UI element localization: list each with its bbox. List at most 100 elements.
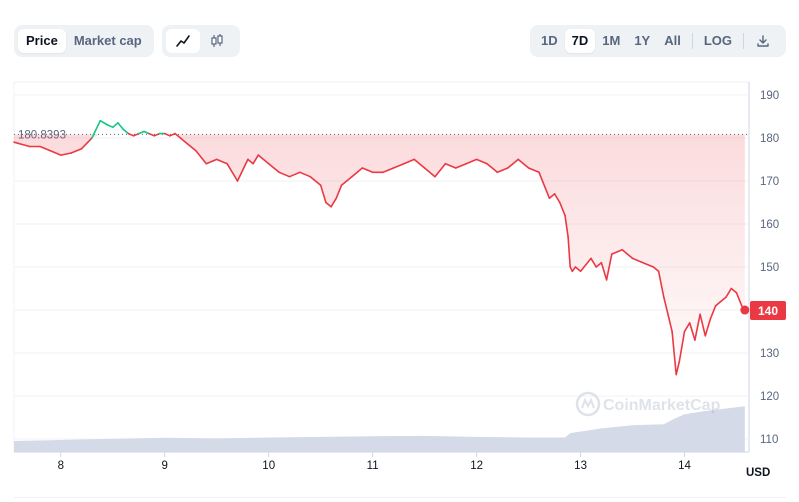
download-icon[interactable] [748, 29, 778, 53]
price-line-segment [91, 119, 102, 139]
chart-style-toggle [162, 25, 240, 57]
price-line-segment [590, 257, 598, 268]
x-tick-label: 14 [678, 460, 691, 472]
line-chart-icon[interactable] [166, 29, 200, 53]
price-line-segment [506, 162, 514, 169]
y-tick-label: 170 [760, 176, 779, 188]
price-line-segment [486, 162, 499, 174]
watermark: CoinMarketCap [575, 391, 721, 417]
price-line-segment [735, 291, 743, 307]
price-line-segment [184, 141, 197, 152]
divider [691, 33, 693, 49]
price-line-segment [215, 158, 228, 165]
price-line-segment [226, 162, 239, 182]
price-line-segment [423, 167, 436, 178]
y-tick-label: 180 [760, 133, 779, 145]
price-line-segment [122, 128, 130, 135]
price-line-segment [564, 214, 569, 238]
watermark-logo-mark [581, 397, 595, 409]
range-all[interactable]: All [664, 33, 681, 48]
price-tab[interactable]: Price [18, 29, 66, 53]
price-line-segment [454, 162, 468, 169]
price-line-segment [138, 130, 145, 135]
price-line-segment [195, 150, 208, 165]
price-line-segment [236, 158, 249, 182]
price-line-segment [163, 132, 171, 137]
range-1m[interactable]: 1M [602, 33, 621, 48]
price-line-segment [683, 322, 691, 333]
current-price-label: 140 [758, 304, 778, 318]
price-line-segment [678, 330, 686, 363]
market-cap-tab[interactable]: Market cap [73, 33, 142, 48]
price-line-segment [403, 158, 416, 165]
currency-label: USD [746, 467, 770, 479]
price-line-segment [571, 266, 577, 273]
price-line-segment [444, 162, 457, 169]
price-line-segment [392, 162, 405, 169]
price-line-segment [59, 152, 72, 156]
price-line-segment [465, 158, 478, 165]
current-price-badge: 140 [750, 301, 786, 321]
range-1y[interactable]: 1Y [634, 33, 651, 48]
price-line-segment [325, 201, 332, 208]
price-line-segment [106, 124, 114, 128]
x-tick-label: 9 [162, 460, 168, 472]
price-line-segment [668, 317, 673, 333]
price-line-segment [247, 158, 254, 165]
price-line-segment [13, 141, 31, 148]
price-line-segment [657, 270, 665, 298]
divider [743, 33, 745, 49]
time-range-toggle: 1D 7D 1M 1Y All LOG [530, 25, 786, 57]
price-line-segment [309, 175, 322, 187]
chart-type-toggle: Price Market cap [14, 25, 154, 57]
price-line-segment [267, 162, 280, 174]
price-line-segment [579, 257, 592, 273]
y-tick-label: 130 [760, 348, 779, 360]
price-line-segment [169, 132, 176, 137]
price-line-segment [527, 167, 540, 174]
price-line-segment [621, 249, 634, 260]
candlestick-icon[interactable] [200, 29, 234, 53]
price-line-segment [127, 132, 135, 137]
volume-area [14, 406, 745, 452]
range-7d[interactable]: 7D [564, 29, 596, 53]
range-1d[interactable]: 1D [541, 33, 558, 48]
price-line-segment [595, 261, 603, 268]
price-line-segment [299, 171, 312, 178]
price-line-segment [257, 154, 270, 165]
price-line-segment [709, 304, 717, 320]
y-tick-label: 150 [760, 262, 779, 274]
y-tick-label: 110 [760, 434, 778, 446]
price-line-segment [205, 158, 218, 165]
price-line-segment [413, 158, 426, 169]
price-line-segment [99, 119, 109, 126]
price-line-segment [112, 122, 119, 128]
price-line-segment [671, 330, 678, 376]
x-tick-label: 13 [574, 460, 587, 472]
price-line-segment [70, 147, 83, 154]
price-line-segment [319, 184, 327, 204]
x-tick-label: 11 [367, 460, 379, 472]
x-tick-label: 8 [58, 460, 64, 472]
price-line-segment [631, 257, 644, 264]
price-line-segment [148, 132, 156, 137]
price-line-segment [330, 197, 338, 208]
price-line-segment [174, 132, 182, 139]
price-line-segment [567, 236, 572, 268]
divider [14, 497, 786, 498]
last-price-point [740, 305, 750, 315]
y-tick-label: 190 [760, 90, 779, 102]
price-line-segment [288, 171, 301, 178]
log-scale-button[interactable]: LOG [703, 33, 733, 48]
current-price-badge-bg [750, 301, 786, 321]
price-line-segment [720, 296, 727, 303]
price-fill-area [14, 134, 745, 375]
price-line-segment [434, 162, 447, 178]
x-tick-label: 10 [262, 460, 275, 472]
price-line-segment [132, 132, 140, 137]
y-tick-label: 120 [760, 391, 779, 403]
price-line-segment [538, 171, 551, 199]
price-line-segment [548, 193, 556, 199]
price-line-segment [642, 261, 655, 268]
